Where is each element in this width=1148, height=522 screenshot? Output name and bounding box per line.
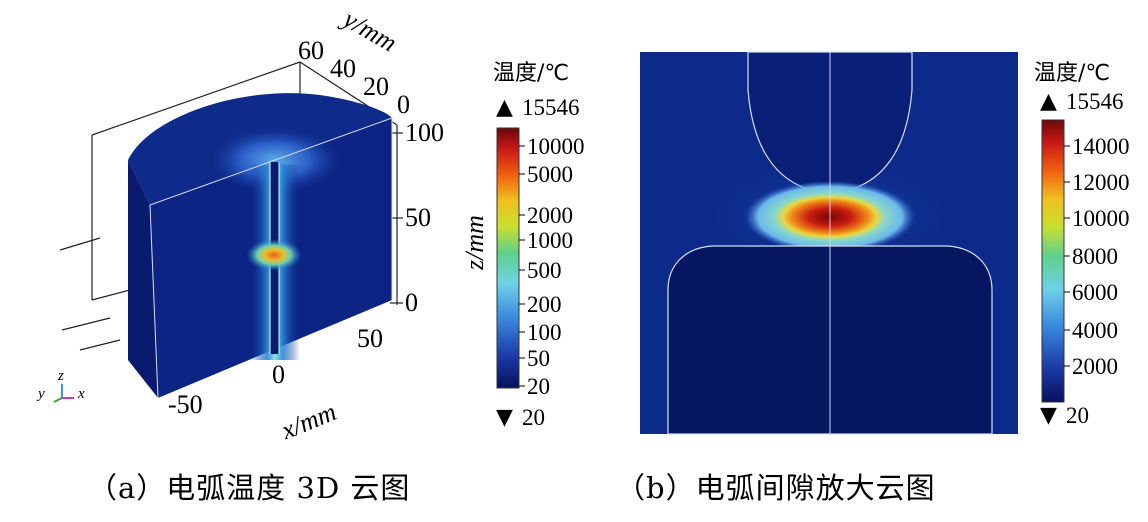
colorbar-b-tick: 12000 — [1072, 170, 1130, 195]
colorbar-a-tick: 5000 — [527, 162, 573, 187]
caption-b: （b）电弧间隙放大云图 — [616, 471, 936, 505]
colorbar-b-max: 15546 — [1066, 89, 1124, 114]
triad-y: y — [38, 386, 45, 402]
colorbar-b-tick: 4000 — [1072, 318, 1118, 343]
colorbar-a-tick: 1000 — [527, 228, 573, 253]
colorbar-b-min-triangle-icon: ▼ — [1040, 403, 1057, 428]
y-tick-40: 40 — [330, 54, 356, 83]
colorbar-b-tick: 2000 — [1072, 354, 1118, 379]
colorbar-a-min: 20 — [522, 405, 545, 430]
colorbar-b-ticks — [1064, 145, 1070, 367]
z-tick-100: 100 — [405, 118, 444, 147]
colorbar-a-max-triangle-icon: ▲ — [496, 95, 513, 120]
colorbar-b-tick: 8000 — [1072, 244, 1118, 269]
colorbar-a-title: 温度/℃ — [493, 61, 570, 86]
axes-box-lines — [59, 61, 398, 351]
colorbar-b-min: 20 — [1066, 403, 1089, 428]
x-tick-50: 50 — [357, 324, 383, 353]
colorbar-a-min-triangle-icon: ▼ — [496, 405, 513, 430]
colorbar-a-gradient — [496, 127, 520, 389]
z-tick-0: 0 — [405, 288, 418, 317]
colorbar-b-tick: 10000 — [1072, 206, 1130, 231]
z-tick-50: 50 — [405, 203, 431, 232]
x-tick-neg50: -50 — [168, 390, 203, 419]
colorbar-a-tick: 10000 — [527, 134, 585, 159]
y-tick-20: 20 — [363, 72, 389, 101]
colorbar-a-tick: 500 — [527, 258, 562, 283]
z-axis-label: z/mm — [460, 215, 489, 270]
colorbar-a-ticks — [519, 145, 525, 387]
colorbar-a-tick: 2000 — [527, 203, 573, 228]
colorbar-b-title: 温度/℃ — [1034, 61, 1111, 86]
triad-x: x — [78, 386, 85, 402]
panel-b-field — [640, 51, 1018, 435]
x-tick-0: 0 — [272, 360, 285, 389]
panel-a-3d-plot — [59, 61, 403, 399]
triad-z: z — [58, 368, 64, 384]
colorbar-a-max: 15546 — [522, 95, 580, 120]
caption-a: （a）电弧温度 3D 云图 — [88, 471, 411, 505]
colorbar-a-tick: 20 — [527, 374, 550, 399]
colorbar-a-tick: 50 — [527, 346, 550, 371]
colorbar-b-max-triangle-icon: ▲ — [1040, 89, 1057, 114]
axis-triad-icon — [53, 384, 74, 403]
y-tick-0: 0 — [397, 90, 410, 119]
colorbar-b-tick: 6000 — [1072, 280, 1118, 305]
colorbar-b-tick: 14000 — [1072, 134, 1130, 159]
colorbar-b-gradient — [1041, 119, 1065, 403]
y-tick-60: 60 — [298, 36, 324, 65]
colorbar-a-tick: 200 — [527, 292, 562, 317]
colorbar-a-tick: 100 — [527, 320, 562, 345]
